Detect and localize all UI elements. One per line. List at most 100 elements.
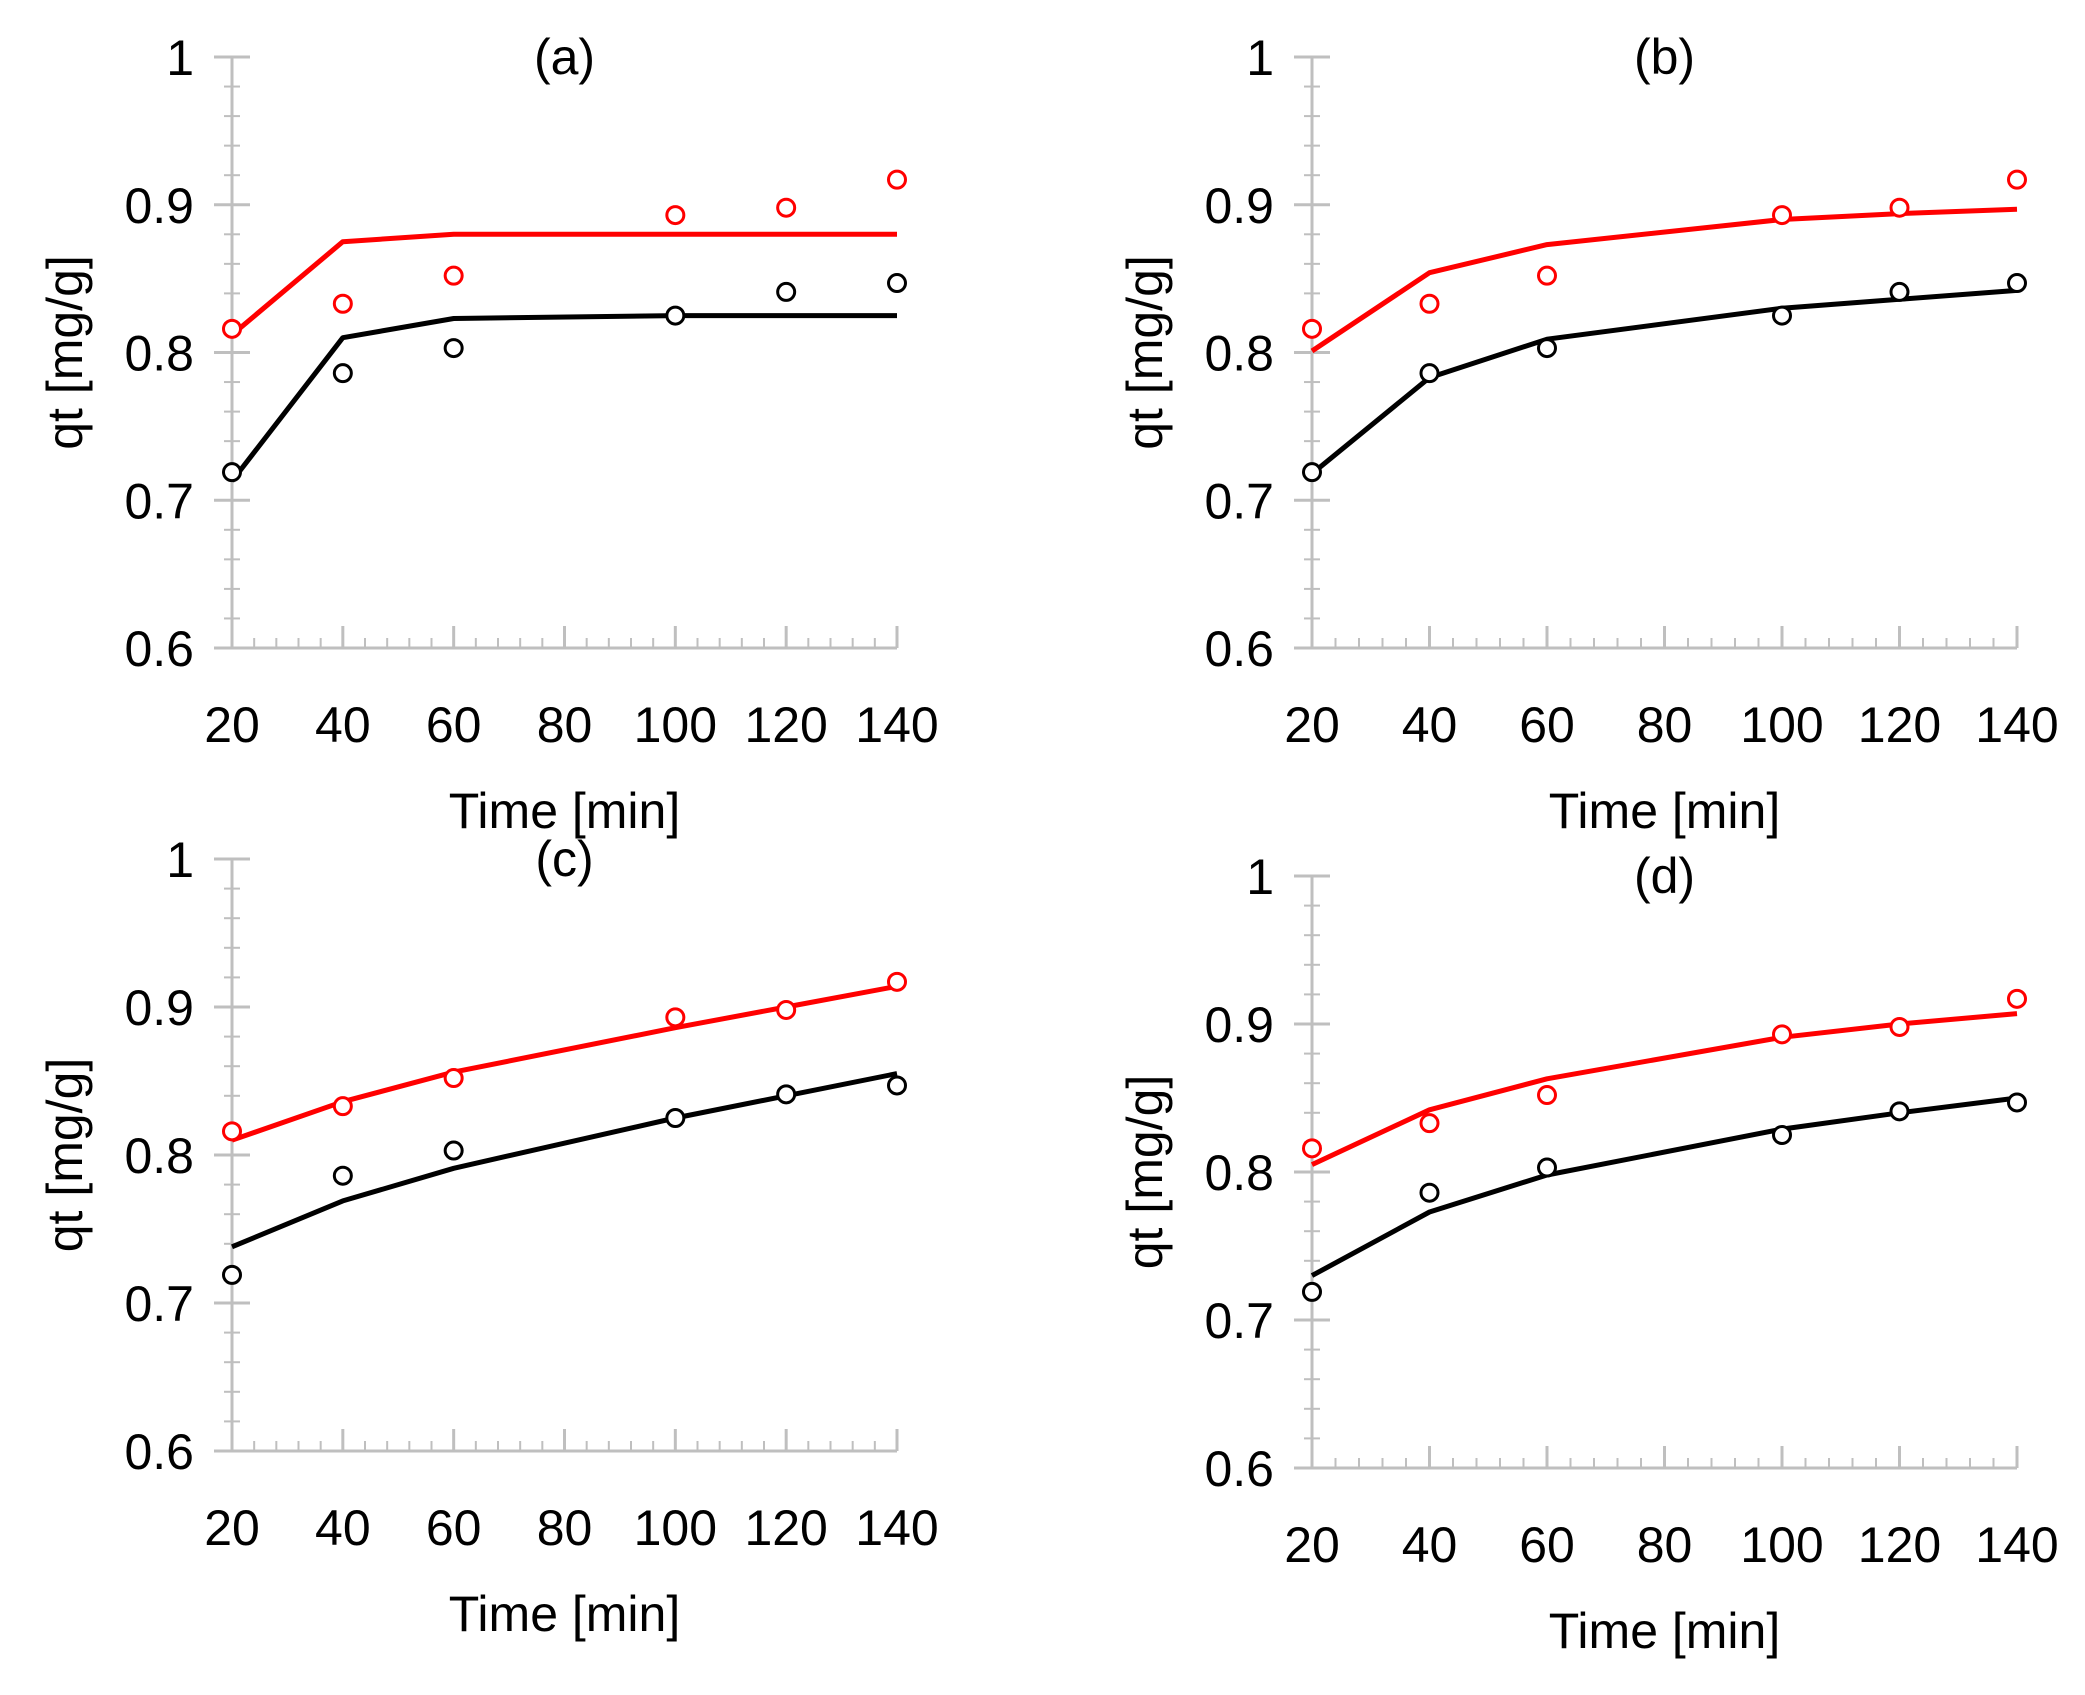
black-experimental-point [1889,1101,1910,1122]
black-experimental-point [332,363,353,384]
black-experimental-point [1302,1281,1322,1302]
y-axis-title: qt [mg/g] [1117,255,1173,450]
black-experimental-point [443,338,464,359]
red-experimental-point [776,197,797,218]
red-model-line [1310,1011,2018,1167]
x-tick-label: 20 [1284,1517,1340,1573]
y-tick-label: 0.7 [124,1276,194,1332]
y-tick-label: 1 [1246,849,1274,905]
x-tick-label: 20 [204,697,260,753]
y-tick-label: 0.6 [1204,621,1274,677]
black-experimental-point [1772,305,1792,326]
x-tick-label: 40 [1402,697,1458,753]
y-axis-title: qt [mg/g] [1117,1075,1173,1270]
red-experimental-point [1302,1138,1322,1159]
red-experimental-point [222,318,242,339]
y-tick-label: 0.9 [124,980,194,1036]
red-experimental-point [332,293,353,314]
red-experimental-point [1889,1016,1910,1037]
red-experimental-point [1772,205,1792,226]
panel-title: (d) [1634,848,1695,904]
red-experimental-point [1419,1113,1440,1134]
y-tick-label: 0.7 [124,473,194,529]
red-experimental-point [1772,1024,1792,1045]
red-experimental-point [1302,318,1322,339]
red-experimental-point [887,169,907,190]
black-experimental-point [1889,281,1910,302]
x-tick-label: 140 [855,1500,938,1556]
x-tick-label: 40 [315,697,371,753]
black-experimental-point [887,1075,907,1096]
red-model-line [230,231,897,337]
y-tick-label: 0.9 [1204,997,1274,1053]
y-tick-label: 0.8 [1204,1145,1274,1201]
y-tick-label: 0.6 [1204,1441,1274,1497]
x-tick-label: 120 [744,697,827,753]
y-tick-label: 1 [1246,30,1274,86]
red-model-line [231,983,898,1143]
x-tick-label: 60 [1519,1517,1575,1573]
black-experimental-point [1419,1182,1440,1203]
y-tick-label: 1 [166,832,194,888]
black-experimental-point [665,1108,686,1128]
red-experimental-point [443,1068,464,1089]
black-experimental-point [332,1165,353,1186]
black-experimental-point [887,273,907,294]
y-axis-title: qt [mg/g] [37,255,93,450]
red-experimental-point [1537,265,1557,286]
x-tick-label: 60 [426,1500,482,1556]
black-experimental-point [665,305,686,326]
x-tick-label: 140 [1975,697,2058,753]
red-experimental-point [887,971,907,992]
x-tick-label: 60 [1519,697,1575,753]
x-tick-label: 120 [1858,697,1941,753]
y-tick-label: 0.6 [124,1424,194,1480]
red-experimental-point [2007,988,2027,1009]
black-model-line [1310,287,2018,476]
black-experimental-point [1772,1125,1792,1145]
red-experimental-point [1419,293,1440,314]
y-tick-label: 1 [166,30,194,86]
x-tick-label: 100 [634,1500,717,1556]
red-experimental-point [222,1121,242,1142]
x-tick-label: 80 [1637,697,1693,753]
panel-title: (c) [535,831,593,887]
black-experimental-point [776,1084,797,1105]
y-tick-label: 0.7 [1204,473,1274,529]
y-tick-label: 0.8 [124,1128,194,1184]
black-experimental-point [443,1140,464,1161]
black-model-line [230,313,897,483]
y-tick-label: 0.8 [1204,326,1274,382]
red-experimental-point [332,1096,353,1117]
y-tick-label: 0.9 [1204,178,1274,234]
x-axis-title: Time [min] [449,783,681,839]
x-tick-label: 20 [1284,697,1340,753]
x-axis-title: Time [min] [449,1586,681,1642]
x-tick-label: 60 [426,697,482,753]
y-axis-title: qt [mg/g] [37,1058,93,1253]
x-tick-label: 40 [1402,1517,1458,1573]
x-tick-label: 40 [315,1500,371,1556]
x-tick-label: 20 [204,1500,260,1556]
x-tick-label: 120 [1858,1517,1941,1573]
y-tick-label: 0.7 [1204,1293,1274,1349]
y-tick-label: 0.8 [124,326,194,382]
red-experimental-point [2007,169,2027,190]
x-axis-title: Time [min] [1549,1603,1781,1659]
black-experimental-point [222,462,242,483]
x-tick-label: 140 [1975,1517,2058,1573]
y-tick-label: 0.6 [124,621,194,677]
red-experimental-point [443,265,464,286]
y-tick-label: 0.9 [124,178,194,234]
x-tick-label: 100 [1740,697,1823,753]
x-tick-label: 80 [537,697,593,753]
black-experimental-point [1419,363,1440,384]
red-experimental-point [1537,1085,1557,1106]
x-tick-label: 120 [744,1500,827,1556]
x-tick-label: 80 [1637,1517,1693,1573]
